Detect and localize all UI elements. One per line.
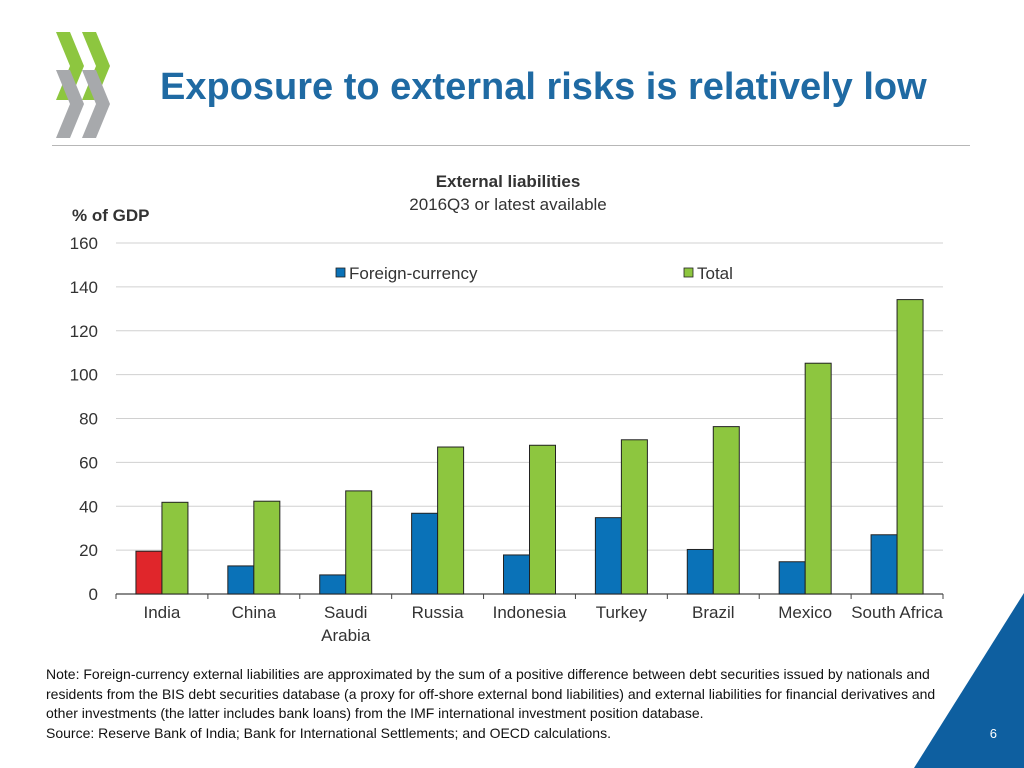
x-category-label: Saudi Arabia [321, 603, 371, 645]
x-category-label: South Africa [851, 603, 943, 622]
y-axis-unit-label: % of GDP [72, 206, 150, 225]
x-category-label: Turkey [596, 603, 648, 622]
legend-swatch-total [683, 267, 694, 278]
bar-foreign-currency [686, 548, 714, 595]
y-tick-label: 60 [79, 453, 98, 472]
bar-foreign-currency [778, 561, 806, 595]
logo-chevron-gray-left [56, 70, 84, 138]
bar-total [712, 426, 740, 595]
legend-swatch-foreign-currency [335, 267, 346, 278]
x-category-label: Russia [412, 603, 465, 622]
bar-foreign-currency [411, 512, 439, 595]
corner-decoration [914, 593, 1024, 768]
bar-foreign-currency [503, 554, 530, 595]
y-tick-label: 40 [79, 497, 98, 516]
y-tick-label: 0 [89, 585, 98, 604]
bar-total [345, 490, 373, 595]
title-divider [52, 145, 970, 146]
legend-label-foreign-currency: Foreign-currency [349, 264, 478, 283]
bar-foreign-currency [870, 534, 898, 595]
bar-total [620, 439, 648, 595]
y-tick-label: 140 [70, 278, 98, 297]
y-tick-label: 80 [79, 410, 98, 429]
logo-chevron-gray-right [82, 70, 110, 138]
bar-total [161, 501, 189, 595]
y-tick-label: 20 [79, 541, 98, 560]
bar-foreign-currency [135, 550, 163, 595]
chart-subtitle: 2016Q3 or latest available [409, 195, 607, 214]
chart-note: Note: Foreign-currency external liabilit… [46, 665, 951, 743]
legend-label-total: Total [697, 264, 733, 283]
note-text: Note: Foreign-currency external liabilit… [46, 666, 936, 721]
bar-foreign-currency [594, 517, 622, 595]
bar-total [804, 362, 832, 595]
y-tick-label: 100 [70, 366, 98, 385]
corner-blue-triangle [914, 593, 1024, 768]
bar-total [253, 500, 281, 595]
page-number: 6 [989, 726, 997, 741]
y-tick-label: 160 [70, 234, 98, 253]
bar-foreign-currency [227, 565, 255, 595]
x-category-label: Indonesia [493, 603, 567, 622]
x-category-label: Mexico [778, 603, 832, 622]
oecd-chevrons-logo-icon [56, 32, 110, 138]
x-category-label: India [144, 603, 181, 622]
bar-chart: 0 20 40 60 80 100 120 140 160 India China Saudi Arab… [70, 234, 944, 645]
x-category-label: Brazil [692, 603, 735, 622]
bar-total [529, 444, 556, 595]
x-category-label: China [232, 603, 277, 622]
chart-title: External liabilities [435, 172, 581, 191]
slide-title: Exposure to external risks is relatively… [160, 66, 927, 108]
bar-total [896, 299, 924, 595]
bar-foreign-currency [319, 574, 347, 595]
bar-total [437, 446, 465, 595]
y-tick-label: 120 [70, 322, 98, 341]
source-text: Source: Reserve Bank of India; Bank for … [46, 724, 611, 741]
